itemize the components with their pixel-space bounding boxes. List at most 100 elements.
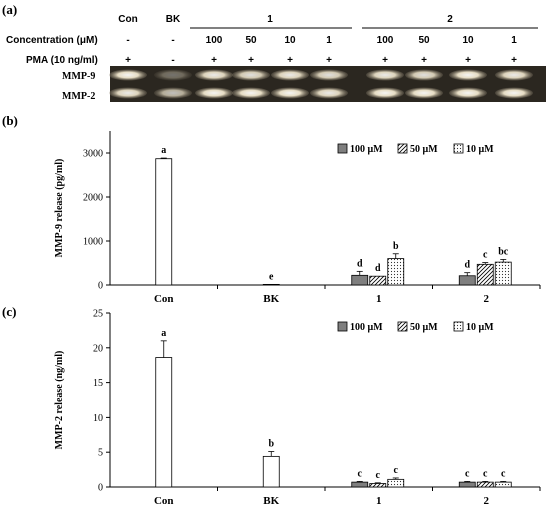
mmp2-band: [495, 87, 533, 99]
column-header-con: Con: [118, 14, 137, 25]
category-label: 2: [484, 293, 490, 305]
mmp9-band: [109, 69, 147, 81]
bar: [155, 357, 173, 488]
bar: [476, 481, 494, 488]
bar: [351, 274, 369, 286]
mmp2-band: [366, 87, 404, 99]
gel-bands: [109, 69, 533, 99]
mmp9-band: [232, 69, 270, 81]
concentration-value: -: [126, 35, 129, 46]
significance-letter: b: [268, 439, 274, 450]
bar: [458, 275, 476, 286]
mmp9-band: [366, 69, 404, 81]
bar: [387, 478, 405, 488]
concentration-value: 10: [284, 35, 296, 46]
pma-row: + - + + + + + + + +: [125, 55, 517, 66]
panel-c-label: (c): [2, 304, 16, 319]
concentration-value: -: [171, 35, 174, 46]
mmp2-band: [109, 87, 147, 99]
pma-value: +: [382, 55, 388, 66]
significance-letter: d: [464, 260, 470, 271]
significance-letter: e: [269, 271, 274, 282]
y-axis-label: MMP-9 release (pg/ml): [54, 159, 65, 258]
panel-b-label: (b): [2, 113, 18, 128]
bar: [494, 481, 512, 488]
category-label: 2: [484, 495, 490, 507]
pma-value: +: [465, 55, 471, 66]
significance-letter: d: [357, 258, 363, 269]
significance-letter: bc: [498, 246, 509, 257]
bar: [369, 483, 387, 488]
pma-value: +: [248, 55, 254, 66]
concentration-value: 50: [418, 35, 430, 46]
panel-a-label: (a): [2, 2, 17, 17]
band-label-mmp2: MMP-2: [62, 91, 95, 102]
significance-letter: c: [394, 465, 399, 476]
significance-letter: c: [376, 470, 381, 481]
mmp9-band: [271, 69, 309, 81]
legend-label: 10 μM: [466, 144, 494, 155]
bar: [387, 258, 405, 286]
mmp9-band: [310, 69, 348, 81]
mmp9-band: [154, 69, 192, 81]
pma-value: +: [211, 55, 217, 66]
legend-swatch: [337, 143, 348, 154]
bar: [262, 283, 280, 286]
mmp2-band: [310, 87, 348, 99]
bar: [476, 263, 494, 286]
category-label: BK: [263, 495, 279, 507]
y-tick-label: 0: [98, 483, 103, 494]
y-tick-label: 15: [93, 378, 103, 389]
significance-letter: c: [501, 468, 506, 479]
y-tick-label: 1000: [83, 237, 103, 248]
mmp2-band: [449, 87, 487, 99]
mmp9-band: [449, 69, 487, 81]
y-tick-label: 3000: [83, 149, 103, 160]
significance-letter: c: [483, 250, 488, 261]
bar: [494, 261, 512, 286]
chart-mmp2: 0 5 10 15 20 25 MMP-2 release (ng/ml) Con a BK b 1 c…: [54, 309, 541, 507]
concentration-value: 100: [377, 35, 394, 46]
bar: [262, 455, 280, 488]
legend-swatch: [337, 321, 348, 332]
legend-label: 100 μM: [350, 144, 383, 155]
pma-value: +: [511, 55, 517, 66]
category-label: BK: [263, 293, 279, 305]
mmp9-band: [405, 69, 443, 81]
legend-label: 10 μM: [466, 322, 494, 333]
category-label: 1: [376, 293, 382, 305]
category-label: Con: [154, 293, 174, 305]
concentration-label: Concentration (μM): [6, 35, 98, 46]
bar: [351, 481, 369, 488]
category-label: 1: [376, 495, 382, 507]
column-header-compound-1: 1: [267, 14, 273, 25]
legend-label: 50 μM: [410, 144, 438, 155]
pma-value: +: [125, 55, 131, 66]
y-tick-label: 10: [93, 413, 103, 424]
mmp2-band: [195, 87, 233, 99]
y-tick-label: 25: [93, 309, 103, 320]
concentration-value: 10: [462, 35, 474, 46]
significance-letter: d: [375, 263, 381, 274]
mmp2-band: [232, 87, 270, 99]
category-label: Con: [154, 495, 174, 507]
bar: [369, 275, 387, 286]
concentration-value: 100: [206, 35, 223, 46]
column-header-compound-2: 2: [447, 14, 453, 25]
pma-label: PMA (10 ng/ml): [26, 55, 98, 66]
concentration-value: 1: [326, 35, 332, 46]
y-tick-label: 0: [98, 281, 103, 292]
pma-value: +: [421, 55, 427, 66]
chart-mmp9: 0 1000 2000 3000 MMP-9 release (pg/ml) Con a BK…: [54, 131, 541, 305]
significance-letter: c: [358, 468, 363, 479]
legend-label: 100 μM: [350, 322, 383, 333]
significance-letter: a: [161, 145, 166, 156]
concentration-value: 1: [511, 35, 517, 46]
y-tick-label: 20: [93, 343, 103, 354]
mmp9-band: [195, 69, 233, 81]
significance-letter: a: [161, 328, 166, 339]
legend-swatch: [453, 143, 464, 154]
y-tick-label: 2000: [83, 193, 103, 204]
pma-value: +: [287, 55, 293, 66]
